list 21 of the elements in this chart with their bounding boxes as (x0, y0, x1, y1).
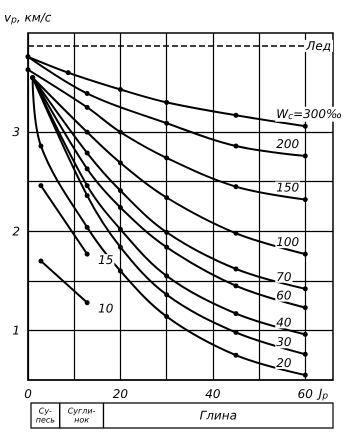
x-tick-label: 40 (205, 387, 221, 401)
series-label: 20 (276, 356, 292, 370)
series-label: 200 (276, 136, 300, 151)
x-tick-label: 60 (298, 387, 314, 401)
ref-line-label: Лед (305, 38, 331, 53)
y-tick-label: 1 (12, 323, 20, 338)
series-label: 30 (276, 335, 292, 350)
series-label: 70 (276, 270, 292, 284)
series-label: 60 (276, 288, 292, 303)
text: Сугли- нок (68, 406, 96, 424)
series-label: 15 (98, 253, 114, 268)
series-label: 150 (276, 180, 300, 195)
x-tick-label: 0 (24, 387, 32, 401)
series-label: 40 (276, 315, 292, 330)
y-tick-label: 3 (12, 125, 20, 140)
y-tick-label: 2 (12, 224, 20, 238)
series-label: 100 (276, 235, 300, 250)
text: Глина (200, 408, 237, 422)
x-tick-label: 20 (112, 387, 128, 401)
series-label: 10 (98, 302, 114, 316)
text: Су- песь (36, 406, 56, 424)
